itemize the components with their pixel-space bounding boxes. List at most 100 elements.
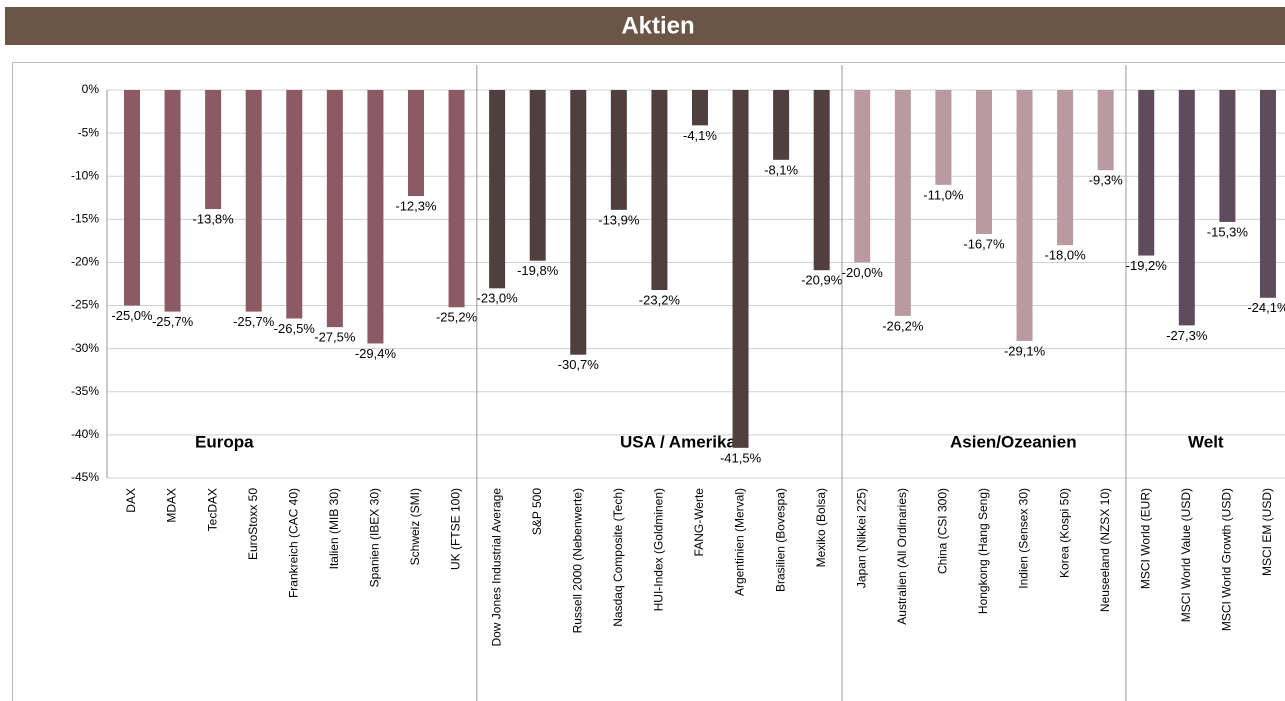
value-label: -20,9%: [801, 273, 843, 288]
chart-title: Aktien: [621, 12, 694, 39]
x-tick-label: Russell 2000 (Nebenwerte): [570, 488, 584, 633]
x-tick-label: Dow Jones Industrial Average: [489, 488, 503, 647]
value-label: -9,3%: [1089, 173, 1123, 188]
value-label: -11,0%: [923, 187, 964, 202]
x-tick-label: Italien (MIB 30): [327, 488, 341, 569]
bar: [732, 90, 749, 448]
y-tick-label: -5%: [78, 125, 100, 139]
bar: [935, 90, 952, 185]
bar: [1138, 90, 1155, 256]
bar: [854, 90, 871, 263]
x-tick-label: MSCI World Growth (USD): [1220, 488, 1234, 631]
bar: [1097, 90, 1114, 171]
y-tick-label: -30%: [71, 341, 99, 355]
x-tick-label: Frankreich (CAC 40): [286, 488, 300, 598]
value-label: -30,7%: [558, 357, 600, 372]
bar: [610, 90, 627, 210]
y-tick-label: 0%: [82, 82, 100, 96]
x-tick-label: EuroStoxx 50: [246, 488, 260, 560]
y-tick-label: -10%: [71, 168, 99, 182]
value-label: -13,9%: [598, 212, 640, 227]
bar: [164, 90, 181, 312]
bar: [1057, 90, 1074, 246]
x-tick-label: Brasilien (Bovespa): [773, 488, 787, 592]
x-tick-label: MDAX: [165, 488, 179, 523]
value-label: -29,4%: [355, 346, 397, 361]
value-label: -18,0%: [1045, 248, 1087, 263]
x-tick-label: UK (FTSE 100): [449, 488, 463, 570]
value-label: -20,0%: [842, 265, 884, 280]
value-label: -15,3%: [1207, 224, 1249, 239]
x-tick-label: Argentinien (Merval): [733, 488, 747, 596]
value-label: -25,7%: [152, 314, 194, 329]
value-label: -13,8%: [193, 211, 235, 226]
bar: [326, 90, 343, 328]
value-label: -24,1%: [1247, 300, 1285, 315]
x-tick-label: MSCI World Value (USD): [1179, 488, 1193, 622]
bar: [691, 90, 708, 126]
bar: [651, 90, 668, 291]
x-tick-label: Australien (All Ordinaries): [895, 488, 909, 625]
bar: [407, 90, 424, 197]
value-label: -12,3%: [395, 198, 437, 213]
value-label: -19,2%: [1126, 258, 1168, 273]
x-tick-label: Hongkong (Hang Seng): [976, 488, 990, 614]
value-label: -4,1%: [683, 128, 717, 143]
x-tick-label: MSCI EM (USD): [1260, 488, 1274, 576]
value-label: -26,2%: [882, 318, 924, 333]
bar: [975, 90, 992, 234]
group-label: Europa: [195, 432, 254, 451]
bar: [570, 90, 587, 355]
x-tick-label: Schweiz (SMI): [408, 488, 422, 565]
x-tick-label: FANG-Werte: [692, 488, 706, 557]
group-label: USA / Amerika: [620, 432, 736, 451]
plot-frame: [12, 62, 1285, 701]
value-label: -25,2%: [436, 310, 478, 325]
x-tick-label: MSCI World (EUR): [1138, 488, 1152, 589]
x-tick-label: Neuseeland (NZSX 10): [1098, 488, 1112, 612]
value-label: -16,7%: [963, 236, 1005, 251]
y-tick-label: -15%: [71, 212, 99, 226]
value-label: -19,8%: [517, 263, 559, 278]
x-tick-label: Korea (Kospi 50): [1057, 488, 1071, 578]
y-tick-label: -35%: [71, 384, 99, 398]
bar: [489, 90, 506, 289]
x-tick-label: S&P 500: [530, 488, 544, 535]
value-label: -27,3%: [1166, 328, 1208, 343]
bar: [124, 90, 140, 306]
value-label: -27,5%: [314, 330, 356, 345]
bar: [1259, 90, 1276, 298]
value-label: -25,7%: [233, 314, 275, 329]
bar: [813, 90, 830, 271]
y-tick-label: -25%: [71, 298, 99, 312]
bar: [1016, 90, 1033, 341]
title-banner: [5, 7, 1285, 45]
x-tick-label: Japan (Nikkei 225): [854, 488, 868, 588]
value-label: -26,5%: [274, 321, 316, 336]
x-tick-label: DAX: [124, 488, 138, 513]
value-label: -41,5%: [720, 450, 762, 465]
value-label: -25,0%: [111, 308, 153, 323]
x-tick-label: HUI-Index (Goldminen): [652, 488, 666, 611]
x-tick-label: TecDAX: [205, 488, 219, 531]
y-tick-label: -45%: [71, 470, 99, 484]
bar: [367, 90, 384, 344]
group-label: Welt: [1188, 432, 1224, 451]
x-tick-label: Indien (Sensex 30): [1017, 488, 1031, 589]
bar: [205, 90, 222, 209]
bar: [894, 90, 911, 316]
bar: [286, 90, 303, 319]
x-tick-label: Mexiko (Bolsa): [814, 488, 828, 567]
x-tick-label: Spanien (IBEX 30): [368, 488, 382, 587]
bar: [1178, 90, 1195, 326]
bar: [448, 90, 465, 308]
y-tick-label: -40%: [71, 427, 99, 441]
value-label: -23,0%: [477, 291, 519, 306]
bar: [773, 90, 790, 160]
value-label: -8,1%: [764, 162, 798, 177]
x-tick-label: China (CSI 300): [936, 488, 950, 574]
x-tick-label: Nasdaq Composite (Tech): [611, 488, 625, 627]
bar: [529, 90, 546, 261]
